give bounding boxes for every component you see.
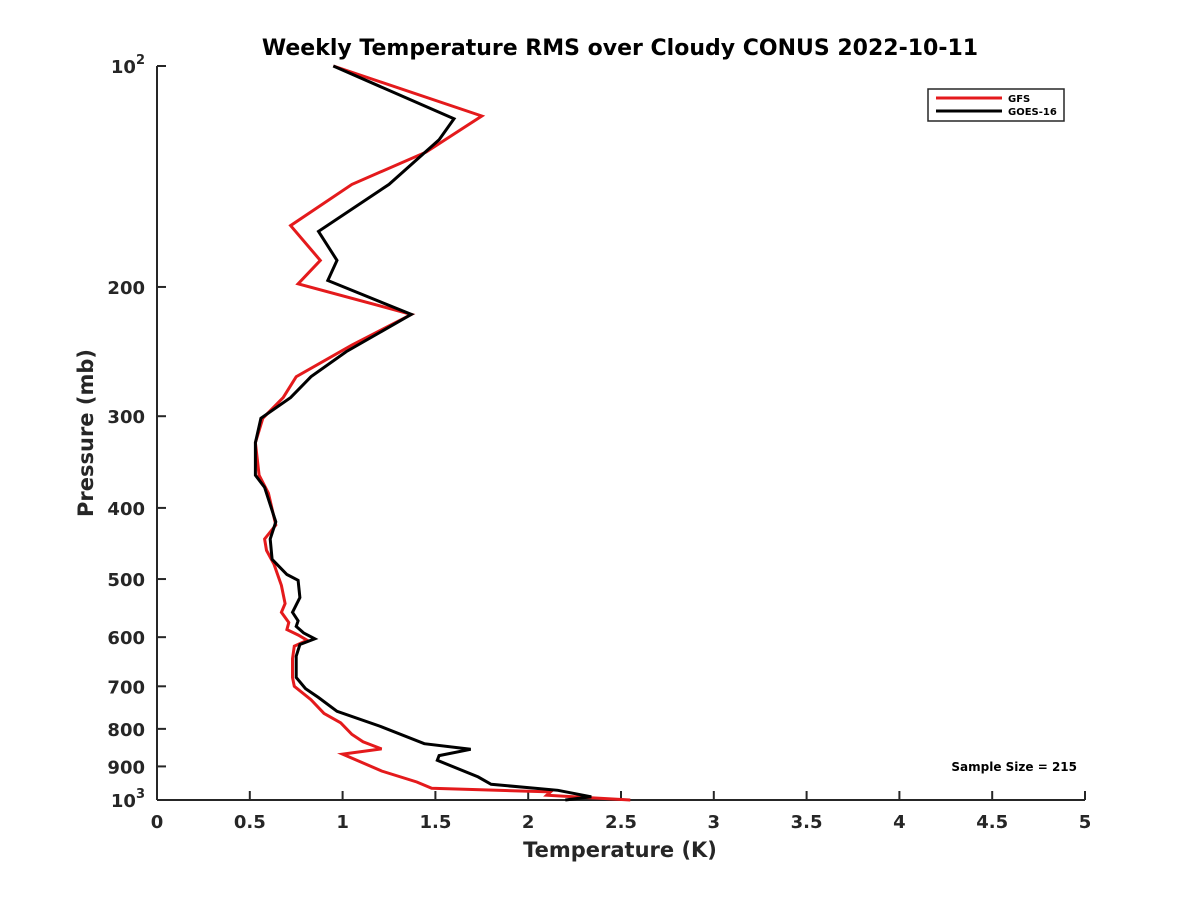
x-tick-label: 3 (708, 812, 721, 833)
y-tick-label: 500 (107, 570, 145, 591)
y-tick-label-base: 10 (111, 57, 136, 78)
y-tick-label: 103 (111, 787, 145, 812)
legend: GFS GOES-16 (927, 88, 1065, 122)
y-tick-label: 700 (107, 677, 145, 698)
y-tick-label: 300 (107, 407, 145, 428)
y-tick-label-base: 900 (107, 757, 145, 778)
x-tick-label: 0.5 (234, 812, 266, 833)
series-line-gfs (253, 64, 631, 802)
y-tick-label-exponent: 3 (136, 787, 145, 802)
y-tick-label-base: 200 (107, 278, 145, 299)
y-tick-label-base: 500 (107, 570, 145, 591)
x-tick-label: 4 (893, 812, 906, 833)
axes: 0 0.5 1 1.5 2 2.5 3 3.5 4 4.5 51022003004005006007… (107, 53, 1091, 833)
series-layer (253, 64, 631, 802)
x-tick-label: 4.5 (976, 812, 1008, 833)
series-line-goes-16 (253, 64, 592, 802)
y-tick-label-base: 400 (107, 499, 145, 520)
y-tick-label: 400 (107, 499, 145, 520)
y-tick-label-exponent: 2 (136, 53, 145, 68)
y-tick-label: 900 (107, 757, 145, 778)
y-tick-label: 800 (107, 720, 145, 741)
y-tick-label: 102 (111, 53, 145, 78)
x-tick-label: 2.5 (605, 812, 637, 833)
y-tick-label-base: 600 (107, 628, 145, 649)
x-tick-label: 1 (336, 812, 349, 833)
sample-size-annotation: Sample Size = 215 (951, 760, 1077, 774)
x-tick-label: 5 (1079, 812, 1092, 833)
y-tick-label-base: 300 (107, 407, 145, 428)
y-tick-label-base: 800 (107, 720, 145, 741)
legend-entry-label: GFS (1008, 94, 1030, 105)
y-tick-label-base: 700 (107, 677, 145, 698)
chart-title: Weekly Temperature RMS over Cloudy CONUS… (262, 36, 978, 61)
x-tick-label: 1.5 (419, 812, 451, 833)
y-tick-label: 600 (107, 628, 145, 649)
x-tick-label: 3.5 (791, 812, 823, 833)
y-tick-label-base: 10 (111, 791, 136, 812)
y-axis-label: Pressure (mb) (74, 349, 98, 517)
y-tick-label: 200 (107, 278, 145, 299)
legend-entry-label: GOES-16 (1008, 107, 1057, 118)
legend-box (927, 88, 1065, 122)
x-tick-label: 0 (151, 812, 164, 833)
x-axis-label: Temperature (K) (523, 838, 717, 862)
x-tick-label: 2 (522, 812, 535, 833)
